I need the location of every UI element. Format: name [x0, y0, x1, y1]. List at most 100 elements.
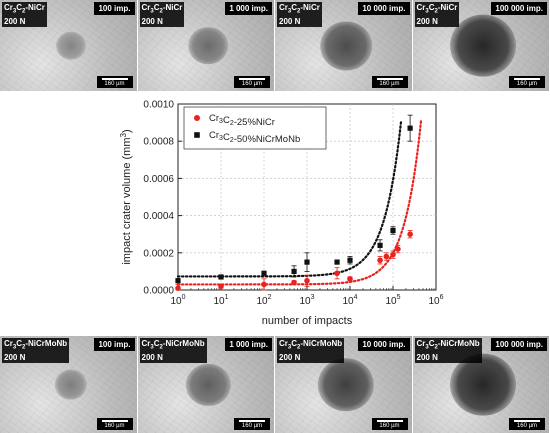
scale-bar-line [101, 420, 128, 422]
micrograph-panel: Cr3C2-NiCr 200 N 100 000 imp. 160 µm [412, 0, 550, 91]
scale-bar-text: 160 µm [104, 423, 125, 429]
impact-crater [450, 14, 517, 77]
data-point [304, 259, 310, 265]
impact-crater [317, 357, 375, 412]
micrograph-panel: Cr3C2-NiCrMoNb 200 N 100 imp. 160 µm [0, 336, 138, 433]
y-axis-label: impact crater volume (mm3) [119, 129, 133, 264]
scale-bar-line [239, 78, 265, 80]
x-tick-base: 10 [342, 296, 354, 307]
scale-bar-text: 160 µm [379, 81, 400, 87]
scale-bar: 160 µm [234, 76, 270, 88]
impact-crater [188, 26, 229, 65]
scale-bar: 160 µm [509, 418, 545, 430]
material-label: Cr3C2-NiCrMoNb 200 N [277, 338, 345, 363]
fit-curve [176, 119, 403, 278]
data-point [407, 125, 413, 131]
material-label: Cr3C2-NiCr 200 N [2, 2, 47, 27]
load-value: 200 N [279, 352, 301, 362]
legend: Cr3C2-25%NiCr Cr3C2-50%NiCrMoNb [183, 106, 327, 150]
load-value: 200 N [4, 352, 26, 362]
material-label: Cr3C2-NiCrMoNb 200 N [414, 338, 482, 363]
data-point [175, 278, 181, 284]
data-point [175, 285, 181, 291]
scale-bar-line [239, 420, 265, 422]
load-value: 200 N [416, 16, 438, 26]
impact-count-label: 1 000 imp. [225, 338, 272, 351]
data-point [390, 227, 396, 234]
x-axis-ticks: 100 101 102 103 104 105 106 [170, 286, 444, 307]
impact-crater [186, 363, 231, 406]
x-tick-base: 10 [428, 296, 440, 307]
data-point [334, 270, 340, 277]
x-tick-label: 101 [213, 294, 228, 307]
legend-marker [194, 115, 200, 121]
y-tick-label: 0.0006 [143, 174, 174, 185]
material-label: Cr3C2-NiCrMoNb 200 N [139, 338, 207, 363]
y-tick-label: 0.0004 [143, 211, 174, 222]
data-point [347, 276, 353, 282]
material-label: Cr3C2-NiCrMoNb 200 N [2, 338, 70, 363]
x-tick-label: 105 [385, 294, 400, 307]
x-tick-label: 102 [256, 294, 271, 307]
bottom-micrograph-strip: Cr3C2-NiCrMoNb 200 N 100 imp. 160 µm Cr3C2-N… [0, 336, 550, 433]
legend-label: Cr3C2-50%NiCrMoNb [209, 130, 300, 145]
scale-bar-line [101, 78, 128, 80]
scale-bar: 160 µm [509, 76, 545, 88]
scale-bar-text: 160 µm [104, 81, 125, 87]
data-point [261, 270, 267, 276]
data-point [304, 277, 310, 284]
data-point [390, 251, 396, 258]
load-value: 200 N [279, 16, 301, 26]
data-point [377, 242, 383, 248]
scale-bar-text: 160 µm [516, 423, 538, 429]
load-value: 200 N [141, 16, 163, 26]
y-tick-label: 0.0002 [143, 248, 174, 259]
micrograph-panel: Cr3C2-NiCr 200 N 10 000 imp. 160 µm [275, 0, 413, 91]
scale-bar-text: 160 µm [241, 81, 263, 87]
impact-count-label: 100 000 imp. [491, 338, 547, 351]
x-tick-exponent: 3 [311, 294, 315, 301]
y-tick-label: 0.0010 [143, 100, 174, 111]
micrograph-panel: Cr3C2-NiCrMoNb 200 N 1 000 imp. 160 µm [137, 336, 275, 433]
material-name: Cr3C2-NiCr [141, 3, 183, 15]
micrograph-panel: Cr3C2-NiCr 200 N 1 000 imp. 160 µm [137, 0, 275, 91]
impact-count-label: 1 000 imp. [225, 2, 272, 15]
x-tick-exponent: 2 [268, 294, 272, 301]
material-label: Cr3C2-NiCr 200 N [139, 2, 185, 27]
load-value: 200 N [141, 352, 163, 362]
micrograph-panel: Cr3C2-NiCr 200 N 100 imp. 160 µm [0, 0, 138, 91]
data-point [383, 253, 390, 260]
x-tick-exponent: 4 [354, 294, 358, 301]
x-tick-exponent: 1 [225, 294, 229, 301]
data-point [334, 259, 340, 265]
material-name: Cr3C2-NiCr [4, 3, 45, 15]
data-point [218, 274, 224, 280]
impact-count-label: 10 000 imp. [358, 2, 410, 15]
impact-crater [54, 369, 88, 400]
scale-bar: 160 µm [371, 418, 408, 430]
load-value: 200 N [416, 352, 438, 362]
material-name: Cr3C2-NiCrMoNb [141, 339, 205, 351]
material-label: Cr3C2-NiCr 200 N [414, 2, 460, 27]
data-point [218, 283, 224, 290]
y-tick-label: 0.0000 [143, 286, 174, 297]
scale-bar-line [376, 420, 403, 422]
y-tick-label: 0.0008 [143, 137, 174, 148]
impact-count-label: 10 000 imp. [358, 338, 410, 351]
x-tick-label: 103 [299, 294, 314, 307]
data-point [291, 279, 297, 286]
scale-bar: 160 µm [371, 76, 408, 88]
scale-bar-text: 160 µm [241, 423, 263, 429]
data-markers [175, 125, 413, 291]
scale-bar-line [514, 78, 540, 80]
x-tick-base: 10 [299, 296, 311, 307]
data-point [377, 257, 383, 264]
material-name: Cr3C2-NiCrMoNb [279, 339, 343, 351]
scale-bar: 160 µm [96, 418, 133, 430]
material-name: Cr3C2-NiCrMoNb [416, 339, 480, 351]
impact-count-label: 100 000 imp. [491, 2, 547, 15]
x-tick-exponent: 5 [397, 294, 401, 301]
scale-bar-text: 160 µm [379, 423, 400, 429]
x-tick-label: 104 [342, 294, 357, 307]
